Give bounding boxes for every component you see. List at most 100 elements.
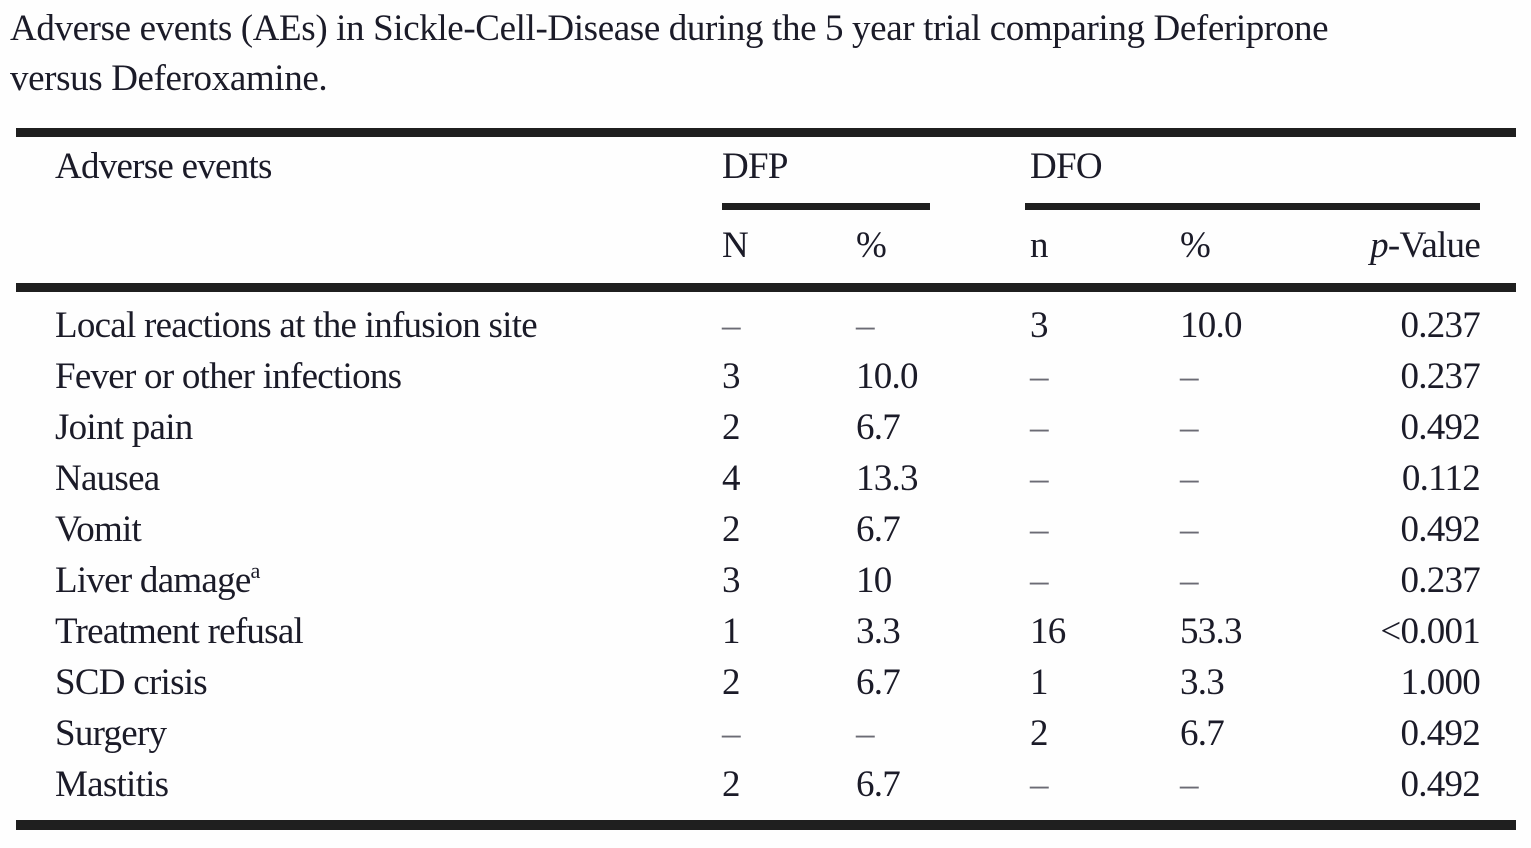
dfo-percent-value: – <box>1180 560 1199 601</box>
dfo-percent-value: – <box>1180 407 1199 448</box>
dfp-n-value: – <box>722 713 741 754</box>
column-header-dfo-n: n <box>1030 225 1049 266</box>
table-row: Fever or other infections 3 10.0 – – 0.2… <box>16 351 1516 402</box>
p-value: 0.237 <box>1400 560 1480 601</box>
dfp-n-value: 1 <box>722 611 741 652</box>
dfo-n-value: – <box>1030 560 1049 601</box>
dfp-percent-value: 10 <box>856 560 892 601</box>
row-label: Vomit <box>16 504 722 555</box>
table-row: Local reactions at the infusion site – –… <box>16 300 1516 351</box>
caption-line-2: versus Deferoxamine. <box>10 58 328 99</box>
row-label: Surgery <box>16 708 722 759</box>
adverse-events-table: Adverse events DFP DFO N % n % p-Value L… <box>16 128 1516 838</box>
p-value: 0.492 <box>1400 407 1480 448</box>
dfp-percent-value: – <box>856 305 875 346</box>
dfp-percent-value: 6.7 <box>856 764 901 805</box>
dfo-percent-value: 3.3 <box>1180 662 1225 703</box>
row-label-text: Liver damage <box>55 560 251 601</box>
dfo-n-value: – <box>1030 458 1049 499</box>
dfp-n-value: 2 <box>722 662 741 703</box>
p-value-rest: -Value <box>1387 225 1481 266</box>
dfp-percent-value: 6.7 <box>856 662 901 703</box>
dfo-n-value: – <box>1030 407 1049 448</box>
dfo-n-value: 3 <box>1030 305 1049 346</box>
dfo-percent-value: – <box>1180 509 1199 550</box>
dfo-n-value: – <box>1030 356 1049 397</box>
row-label-text: Treatment refusal <box>55 611 304 652</box>
p-value: 0.492 <box>1400 509 1480 550</box>
row-label-text: Vomit <box>55 509 142 550</box>
table-row: Nausea 4 13.3 – – 0.112 <box>16 453 1516 504</box>
column-header-dfp-percent: % <box>856 225 887 266</box>
column-group-dfo: DFO <box>1030 146 1103 187</box>
row-label: Liver damagea <box>16 555 722 606</box>
dfp-percent-value: 6.7 <box>856 407 901 448</box>
table-row: Joint pain 2 6.7 – – 0.492 <box>16 402 1516 453</box>
table-row: Liver damagea 3 10 – – 0.237 <box>16 555 1516 606</box>
caption-line-1: Adverse events (AEs) in Sickle-Cell-Dise… <box>10 8 1329 49</box>
p-value: 0.112 <box>1401 458 1481 499</box>
dfp-percent-value: 10.0 <box>856 356 919 397</box>
dfp-percent-value: – <box>856 713 875 754</box>
dfp-n-value: 2 <box>722 509 741 550</box>
dfo-percent-value: 53.3 <box>1180 611 1243 652</box>
row-label-text: Mastitis <box>55 764 169 805</box>
table-header-subcolumns: N % n % p-Value <box>16 220 1516 272</box>
p-value: 0.492 <box>1400 713 1480 754</box>
row-label: Local reactions at the infusion site <box>16 300 722 351</box>
dfp-percent-value: 3.3 <box>856 611 901 652</box>
row-label-text: Nausea <box>55 458 160 499</box>
p-value: <0.001 <box>1380 611 1480 652</box>
column-header-adverse-events: Adverse events <box>55 146 272 187</box>
row-label-text: Surgery <box>55 713 167 754</box>
column-header-dfp-n: N <box>722 225 749 266</box>
dfp-n-value: 3 <box>722 560 741 601</box>
row-label-superscript: a <box>250 558 261 583</box>
dfo-n-value: – <box>1030 509 1049 550</box>
row-label-text: Joint pain <box>55 407 193 448</box>
dfo-spanner-rule <box>1025 203 1480 210</box>
dfo-n-value: 2 <box>1030 713 1049 754</box>
row-label: Joint pain <box>16 402 722 453</box>
row-label-text: SCD crisis <box>55 662 208 703</box>
table-row: Vomit 2 6.7 – – 0.492 <box>16 504 1516 555</box>
table-header-groups: Adverse events DFP DFO <box>16 142 1516 192</box>
dfo-percent-value: 6.7 <box>1180 713 1225 754</box>
table-row: Treatment refusal 1 3.3 16 53.3 <0.001 <box>16 606 1516 657</box>
p-value: 0.237 <box>1400 305 1480 346</box>
table-top-rule <box>16 128 1516 137</box>
dfo-percent-value: – <box>1180 458 1199 499</box>
dfp-n-value: 3 <box>722 356 741 397</box>
table-body: Local reactions at the infusion site – –… <box>16 300 1516 810</box>
dfo-n-value: 1 <box>1030 662 1049 703</box>
dfo-n-value: 16 <box>1030 611 1066 652</box>
p-value-italic-p: p <box>1370 225 1388 266</box>
column-header-dfo-percent: % <box>1180 225 1211 266</box>
table-bottom-rule <box>16 820 1516 830</box>
row-label: Fever or other infections <box>16 351 722 402</box>
table-row: Mastitis 2 6.7 – – 0.492 <box>16 759 1516 810</box>
table-row: Surgery – – 2 6.7 0.492 <box>16 708 1516 759</box>
dfo-n-value: – <box>1030 764 1049 805</box>
table-caption: Adverse events (AEs) in Sickle-Cell-Dise… <box>10 4 1525 104</box>
p-value: 0.492 <box>1400 764 1480 805</box>
row-label-text: Local reactions at the infusion site <box>55 305 538 346</box>
dfp-percent-value: 6.7 <box>856 509 901 550</box>
row-label-text: Fever or other infections <box>55 356 402 397</box>
table-row: SCD crisis 2 6.7 1 3.3 1.000 <box>16 657 1516 708</box>
column-header-p-value: p-Value <box>1300 220 1516 272</box>
dfp-n-value: 2 <box>722 764 741 805</box>
dfo-percent-value: 10.0 <box>1180 305 1243 346</box>
dfp-percent-value: 13.3 <box>856 458 919 499</box>
p-value: 0.237 <box>1400 356 1480 397</box>
row-label: SCD crisis <box>16 657 722 708</box>
column-group-dfp: DFP <box>722 146 788 187</box>
dfp-n-value: – <box>722 305 741 346</box>
row-label: Nausea <box>16 453 722 504</box>
dfp-spanner-rule <box>722 203 930 210</box>
p-value: 1.000 <box>1400 662 1480 703</box>
dfp-n-value: 2 <box>722 407 741 448</box>
dfp-n-value: 4 <box>722 458 741 499</box>
dfo-percent-value: – <box>1180 764 1199 805</box>
row-label: Mastitis <box>16 759 722 810</box>
